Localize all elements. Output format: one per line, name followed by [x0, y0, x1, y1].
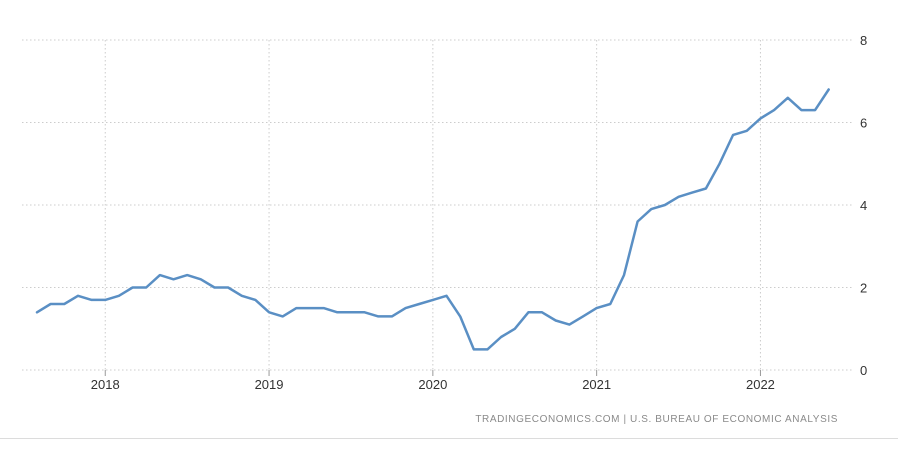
x-tick-label: 2019: [255, 377, 284, 392]
y-tick-label: 6: [860, 116, 867, 131]
bottom-divider: [0, 438, 898, 439]
y-tick-label: 4: [860, 198, 867, 213]
grid-lines: [22, 39, 852, 371]
axis-ticks: 0 2 4 6 8 2018 2019 2020 2021 2022: [91, 33, 867, 392]
y-tick-label: 0: [860, 363, 867, 378]
x-tick-label: 2021: [582, 377, 611, 392]
x-tick-label: 2018: [91, 377, 120, 392]
series-layer: [35, 88, 830, 351]
series-line: [35, 88, 830, 351]
y-tick-label: 2: [860, 281, 867, 296]
x-tick-label: 2020: [418, 377, 447, 392]
y-tick-label: 8: [860, 33, 867, 48]
x-tick-label: 2022: [746, 377, 775, 392]
source-attribution: TRADINGECONOMICS.COM | U.S. BUREAU OF EC…: [475, 414, 838, 425]
